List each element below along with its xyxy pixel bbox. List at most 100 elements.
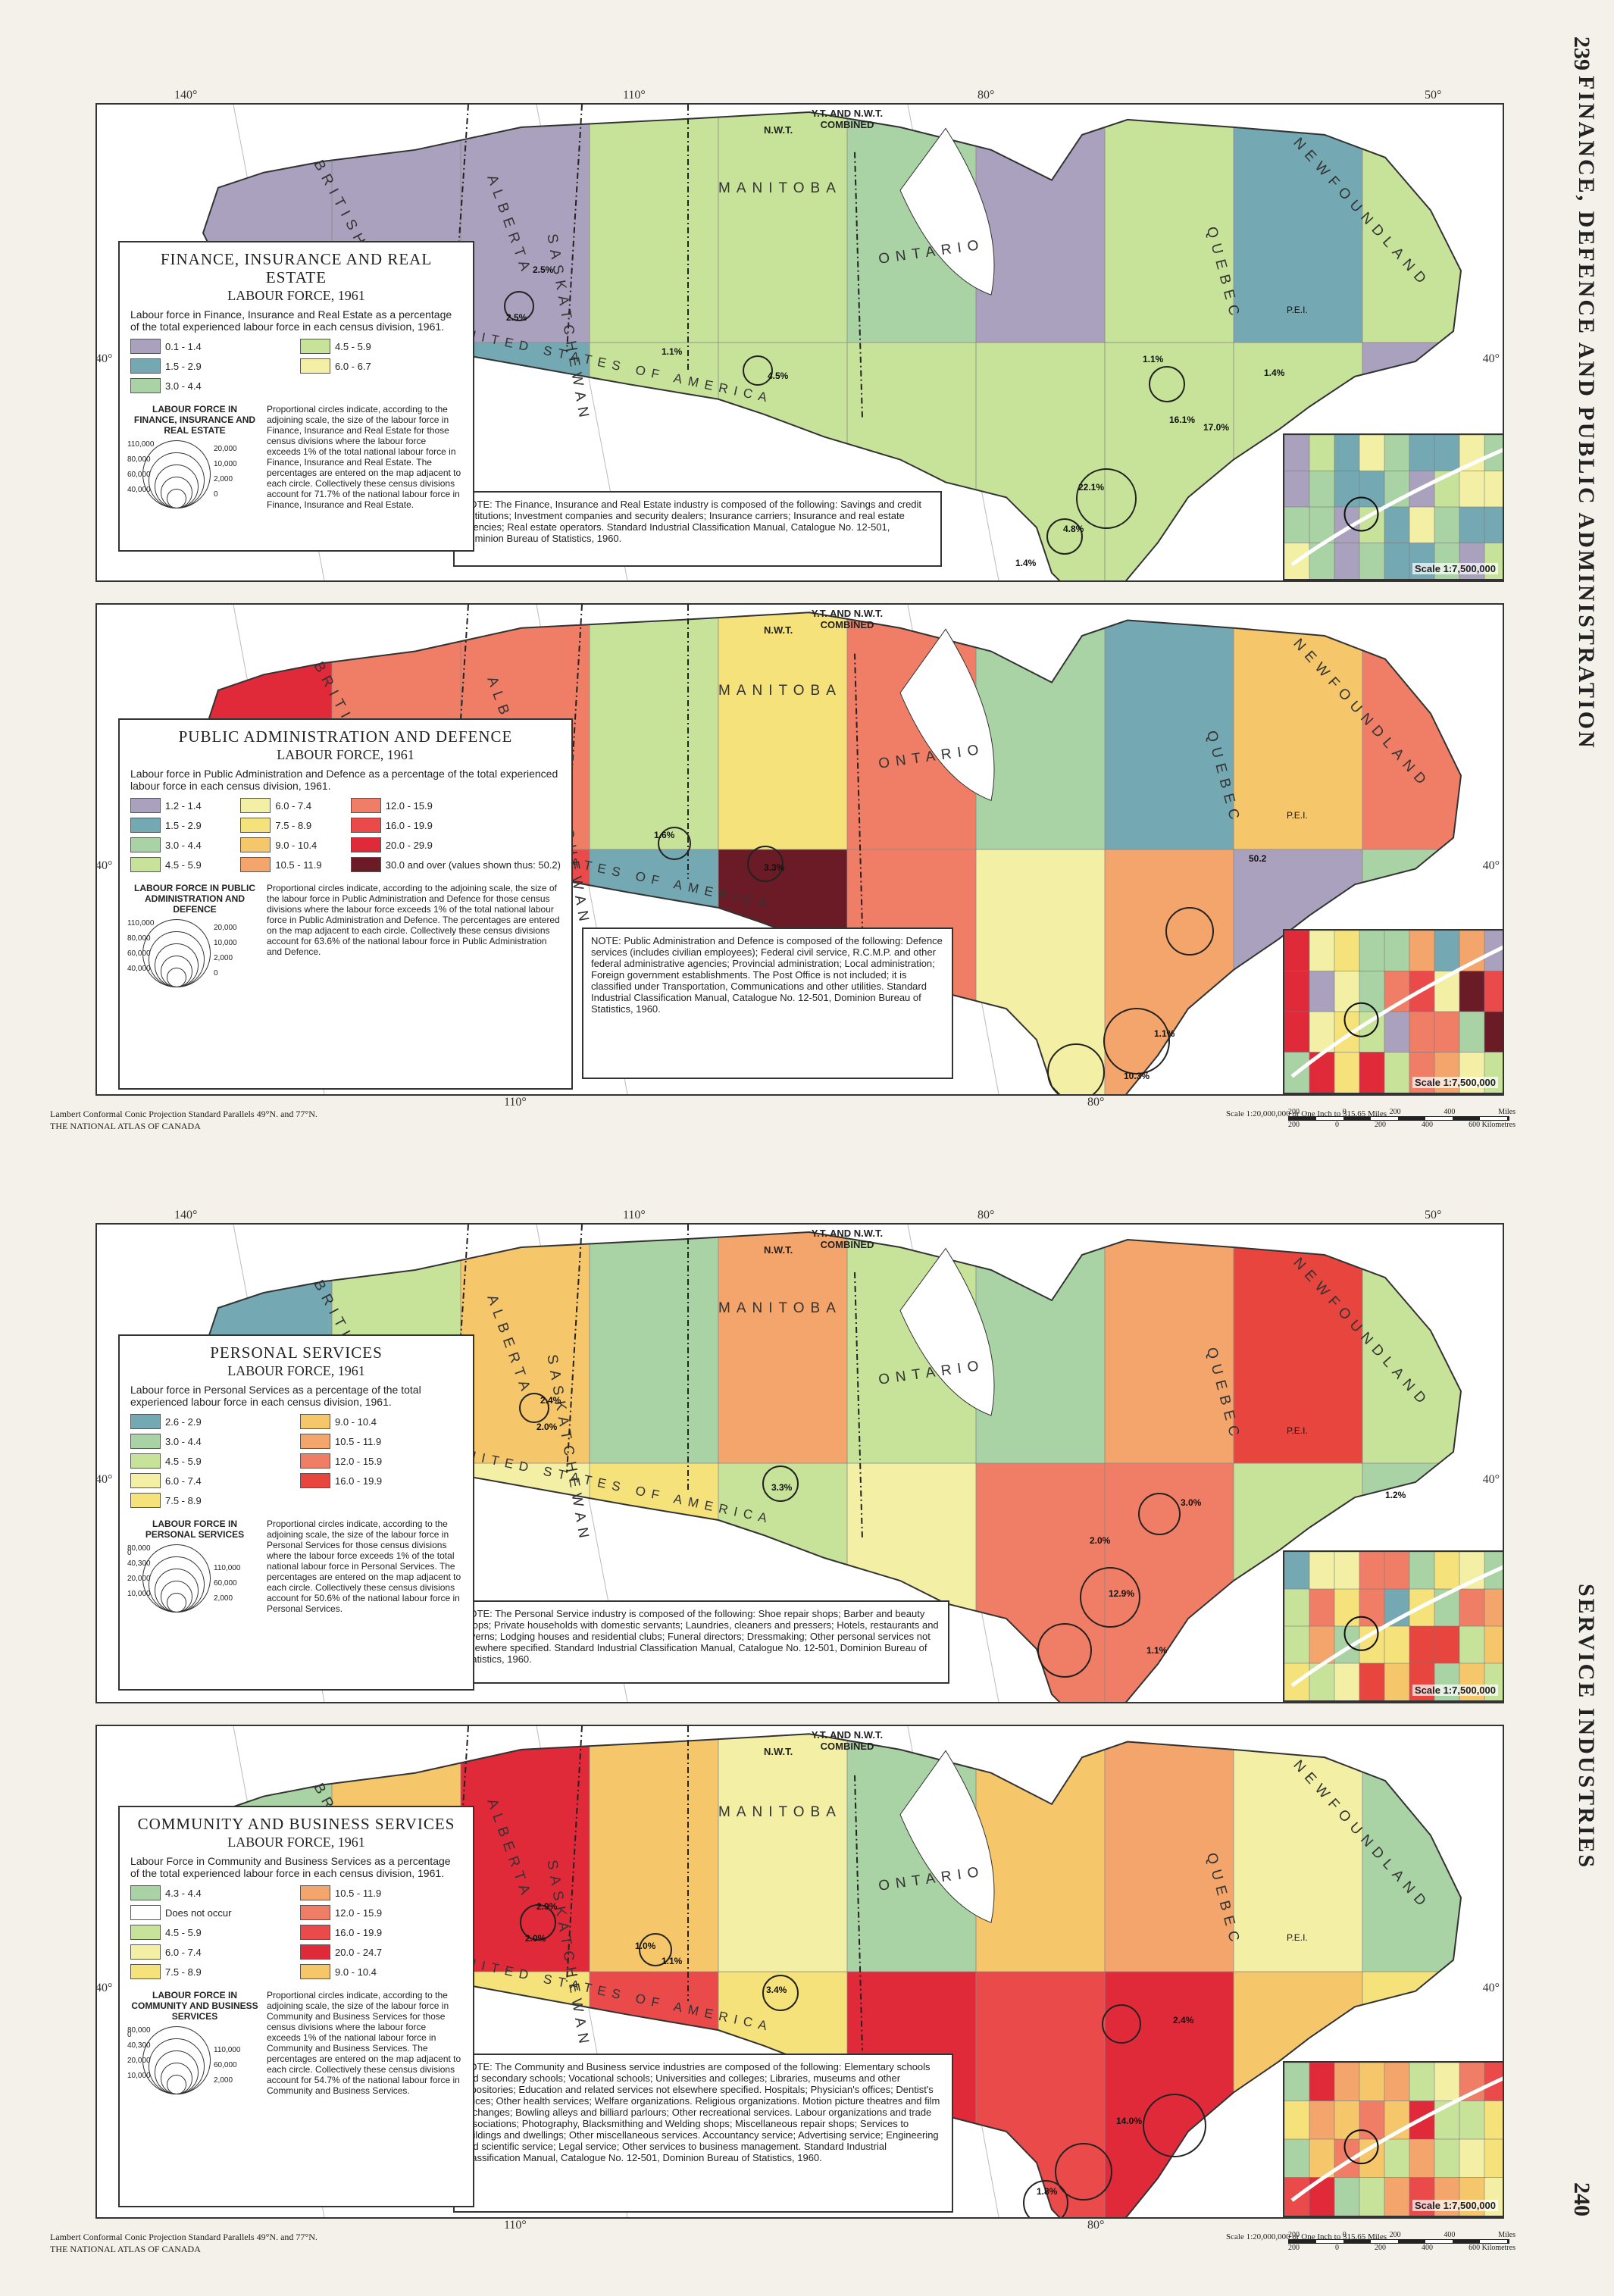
scale-circle xyxy=(167,489,186,508)
scale-circle-value: 20,000 xyxy=(127,2057,151,2065)
inset-division xyxy=(1409,2063,1436,2102)
proportional-circle xyxy=(1046,518,1083,555)
inset-division xyxy=(1384,543,1411,579)
inset-division xyxy=(1334,2177,1361,2216)
legend-item: 4.5 - 5.9 xyxy=(130,1453,292,1469)
proportional-circle xyxy=(1076,468,1137,530)
circle-explanation: Proportional circles indicate, according… xyxy=(267,404,461,510)
legend-swatch xyxy=(300,1925,330,1940)
lat-label: 40° xyxy=(95,1472,113,1486)
inset-division xyxy=(1384,2063,1411,2102)
legend-swatch xyxy=(350,857,381,872)
proportional-circle xyxy=(520,1904,556,1941)
inset-division xyxy=(1284,2100,1311,2141)
scale-circle-value: 2,000 xyxy=(214,2076,233,2085)
legend-item-label: 6.0 - 7.4 xyxy=(165,1475,202,1487)
census-division xyxy=(1104,1734,1236,1974)
map-panel-public-administration: 40°40°Y.T. AND N.W.T. COMBINEDN.W.T.BRIT… xyxy=(95,603,1504,1096)
inset-division xyxy=(1434,931,1461,972)
inset-division xyxy=(1434,2063,1461,2102)
legend-swatch xyxy=(130,1493,161,1508)
legend-item: 9.0 - 10.4 xyxy=(300,1414,462,1429)
province-boundary xyxy=(566,605,583,859)
labour-force-scale-key: LABOUR FORCE IN FINANCE, INSURANCE AND R… xyxy=(127,404,259,508)
legend-swatch xyxy=(130,1453,161,1469)
inset-division xyxy=(1459,506,1486,544)
nwt-label: N.W.T. xyxy=(764,1244,793,1256)
census-division xyxy=(1104,111,1236,345)
scale-circle-value: 2,000 xyxy=(214,1594,233,1603)
legend-item: 6.0 - 7.4 xyxy=(130,1944,292,1960)
percent-label: 22.1% xyxy=(1078,482,1105,493)
lon-label: 50° xyxy=(1425,89,1442,102)
legend-box: FINANCE, INSURANCE AND REAL ESTATE LABOUR… xyxy=(118,241,474,552)
circle-scale: 80,000 40,300 20,000 10,000 0 110,000 60,000 2,… xyxy=(127,1544,259,1613)
scale-circle-value: 0 xyxy=(214,490,218,499)
inset-division xyxy=(1409,1625,1436,1665)
legend-swatch xyxy=(130,1905,161,1920)
legend-title: PUBLIC ADMINISTRATION AND DEFENCE xyxy=(178,727,513,746)
inset-division xyxy=(1359,1552,1386,1591)
legend-swatch xyxy=(300,1964,330,1979)
proportional-circle xyxy=(1023,2180,1068,2217)
legend-item: 3.0 - 4.4 xyxy=(130,837,233,852)
map-panel-finance: 40°40°Y.T. AND N.W.T. COMBINEDN.W.T.BRIT… xyxy=(95,103,1504,582)
proportional-circle xyxy=(747,846,784,883)
legend-swatch xyxy=(300,1885,330,1900)
scale-circle-value: 110,000 xyxy=(127,440,155,449)
side-title-top: FINANCE, DEFENCE AND PUBLIC ADMINISTRATI… xyxy=(1574,76,1599,750)
lon-label: 110° xyxy=(504,1096,527,1109)
inset-division xyxy=(1384,1663,1411,1700)
inset-division xyxy=(1284,971,1311,1013)
inset-division xyxy=(1284,471,1311,508)
legend-box: PUBLIC ADMINISTRATION AND DEFENCE LABOUR … xyxy=(118,718,573,1090)
province-boundary xyxy=(566,1726,583,1982)
lon-label: 140° xyxy=(174,89,198,102)
legend-swatches: 1.2 - 1.4 6.0 - 7.4 12.0 - 15.9 1.5 - 2.9 7.… xyxy=(130,798,561,872)
inset-division xyxy=(1309,471,1336,508)
percent-label: 2.5% xyxy=(533,264,554,276)
legend-swatch xyxy=(300,1944,330,1960)
labour-force-scale-title: LABOUR FORCE IN FINANCE, INSURANCE AND R… xyxy=(133,404,256,436)
legend-item: 1.2 - 1.4 xyxy=(130,798,233,813)
inset-division xyxy=(1359,543,1386,579)
census-division xyxy=(460,1232,592,1465)
legend-item: 4.5 - 5.9 xyxy=(130,857,233,872)
legend-item-label: 16.0 - 19.9 xyxy=(385,819,433,831)
hudson-bay xyxy=(899,127,995,296)
legend-description: Labour force in Personal Services as a p… xyxy=(130,1384,421,1408)
inset-division xyxy=(1484,1625,1503,1665)
lon-label: 80° xyxy=(977,89,995,102)
legend-swatch xyxy=(350,818,381,833)
legend-swatch xyxy=(300,339,330,354)
legend-item: 9.0 - 10.4 xyxy=(240,837,343,852)
percent-label: 2.4% xyxy=(1173,2014,1194,2025)
legend-item: 9.0 - 10.4 xyxy=(300,1964,462,1979)
percent-label: 1.1% xyxy=(662,346,683,357)
proportional-circle xyxy=(1343,1616,1379,1651)
inset-division xyxy=(1359,2063,1386,2102)
inset-division xyxy=(1409,435,1436,472)
canada-outline xyxy=(202,1733,1462,2217)
scale-circle-value: 10,000 xyxy=(127,1590,151,1598)
legend-item-label: 4.5 - 5.9 xyxy=(335,340,371,352)
inset-division xyxy=(1284,1011,1311,1053)
industry-note: NOTE: Public Administration and Defence … xyxy=(582,927,953,1079)
legend-subtitle: LABOUR FORCE, 1961 xyxy=(277,747,414,762)
scale-circle-value: 20,000 xyxy=(214,924,237,932)
scale-circle-value: 2,000 xyxy=(214,954,233,962)
legend-swatch xyxy=(300,1473,330,1488)
inset-division xyxy=(1309,931,1336,972)
legend-title: FINANCE, INSURANCE AND REAL ESTATE xyxy=(160,250,433,286)
province-boundary xyxy=(566,105,583,352)
ytnwt-label: Y.T. AND N.W.T. COMBINED xyxy=(811,1228,884,1250)
census-divisions xyxy=(203,1232,1461,1702)
legend-swatch xyxy=(130,1944,161,1960)
legend-item-label: 6.0 - 7.4 xyxy=(275,799,312,812)
scale-circle-value: 2,000 xyxy=(214,475,233,483)
canada-outline xyxy=(202,111,1462,580)
inset-division xyxy=(1284,506,1311,544)
legend-item: 20.0 - 29.9 xyxy=(350,837,561,852)
legend-title: COMMUNITY AND BUSINESS SERVICES xyxy=(137,1815,455,1833)
inset-division xyxy=(1384,2177,1411,2216)
